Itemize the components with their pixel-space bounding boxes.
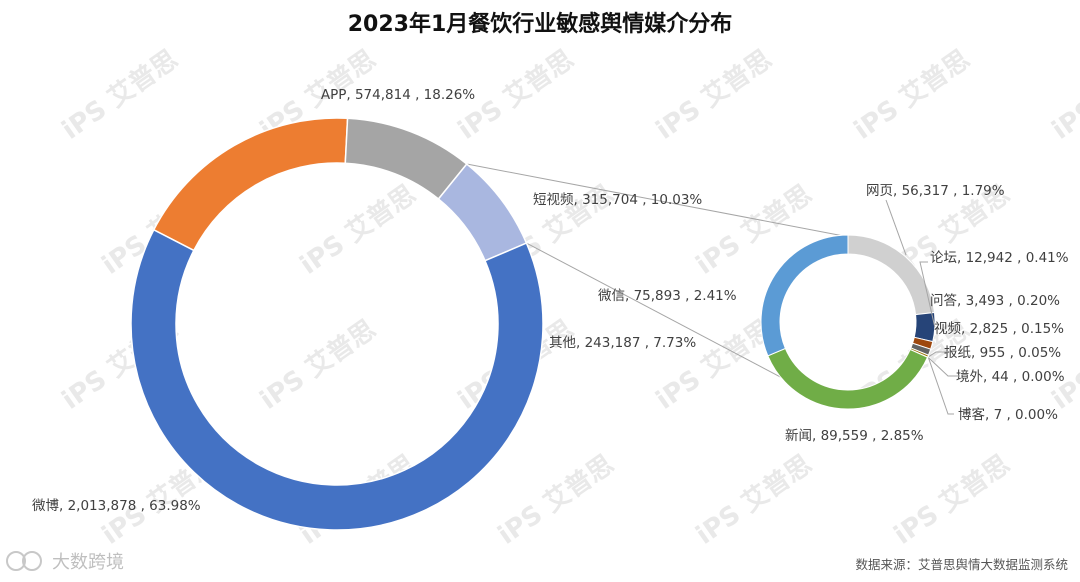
data-label-e696b0e997bb: 新闻, 89,559 , 2.85% [785,428,924,444]
brand-logo: 大数跨境 [6,551,124,573]
leader-line-e5a283e5a496 [928,357,960,377]
watermark-text: iPS 艾普思 [690,449,817,551]
brand-icon-2 [22,551,42,571]
watermark-text: iPS 艾普思 [294,179,421,281]
detail-donut [760,234,936,410]
data-label-e79fade8a786e9a291: 短视频, 315,704 , 10.03% [533,192,702,208]
slice-e8aebae59d9b [913,312,936,343]
watermark-text: iPS 艾普思 [650,314,777,416]
main-labels: APP, 574,814 , 18.26% 短视频, 315,704 , 10.0… [32,87,702,514]
data-label-e68aa5e7bab8: 报纸, 955 , 0.05% [944,345,1061,361]
slice-app [152,117,349,252]
connector-line-top [466,163,841,236]
watermark-text: iPS 艾普思 [254,314,381,416]
data-label-e585b6e4bb96: 其他, 243,187 , 7.73% [549,335,696,351]
chart-title: 2023年1月餐饮行业敏感舆情媒介分布 [348,11,733,37]
source-note: 数据来源：艾普思舆情大数据监测系统 [855,557,1068,572]
leader-line-webpage [885,199,907,256]
main-donut [130,117,544,531]
watermark-text: iPS 艾普思 [56,44,183,146]
data-label-e5beaee58d9a: 微博, 2,013,878 , 63.98% [32,497,201,514]
slice-e5beaee58d9a [130,228,544,531]
data-label-e8aebae59d9b: 论坛, 12,942 , 0.41% [930,250,1069,266]
watermark-text: iPS 艾普思 [1046,44,1080,146]
leader-line-e58d9ae5aea2 [927,357,954,415]
leader-line-forum [919,261,936,328]
data-label-e5beaee4bfa1: 微信, 75,893 , 2.41% [598,288,737,304]
data-label-e997aee7ad94: 问答, 3,493 , 0.20% [930,292,1060,309]
watermark-text: iPS 艾普思 [492,449,619,551]
leader-line-e68aa5e7bab8 [928,351,948,357]
data-label-app: APP, 574,814 , 18.26% [321,87,475,103]
data-label-e58d9ae5aea2: 博客, 7 , 0.00% [958,406,1058,423]
detail-labels: 网页, 56,317 , 1.79% 论坛, 12,942 , 0.41% 问答, … [598,183,1069,444]
brand-icon [6,551,26,571]
slice-e5beaee4bfa1 [760,234,849,357]
watermark-text: iPS 艾普思 [650,44,777,146]
watermark-text: iPS 艾普思 [848,44,975,146]
data-label-e7bd91e9a1b5: 网页, 56,317 , 1.79% [866,183,1005,199]
data-label-e8a786e9a291: 视频, 2,825 , 0.15% [934,321,1064,337]
data-label-e5a283e5a496: 境外, 44 , 0.00% [956,369,1065,385]
brand-text: 大数跨境 [52,552,124,573]
watermark-text: iPS 艾普思 [888,449,1015,551]
